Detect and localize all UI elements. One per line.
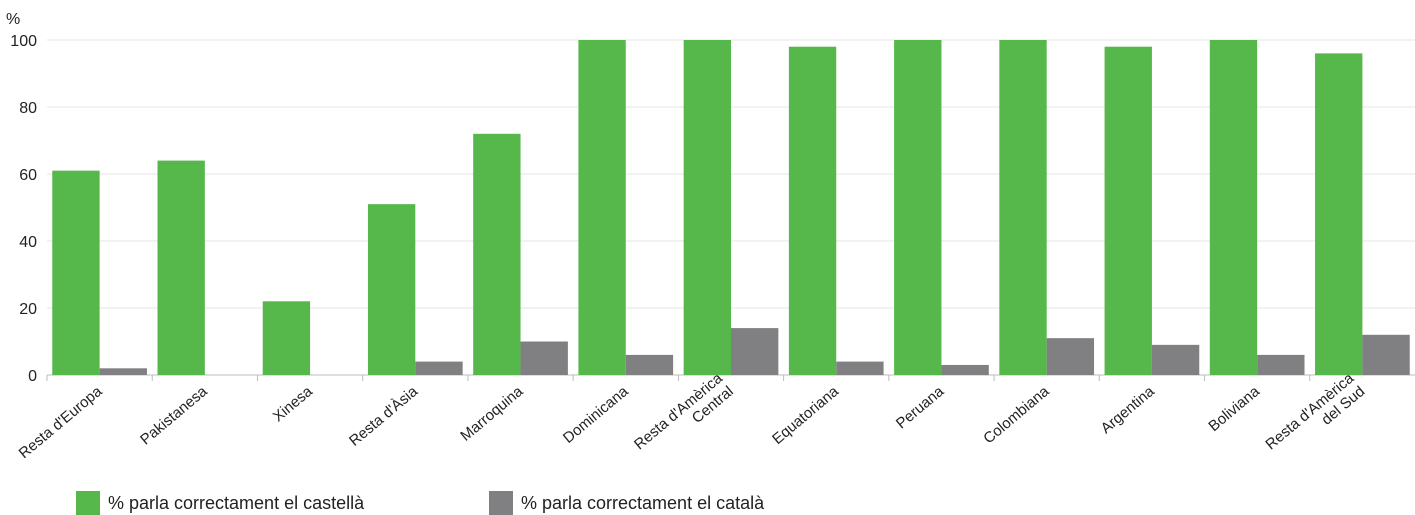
- y-axis-unit-label: %: [6, 11, 20, 28]
- x-category-label-line: Dominicana: [560, 382, 632, 446]
- x-category-label-line: Marroquina: [457, 382, 527, 444]
- x-category-label: Colombiana: [980, 382, 1053, 447]
- y-tick-label: 80: [19, 100, 37, 117]
- bar-castella: [367, 204, 416, 375]
- legend-label-catala: % parla correctament el català: [521, 493, 765, 513]
- bar-catala: [99, 368, 147, 375]
- bar-castella: [999, 40, 1047, 375]
- bar-catala: [520, 341, 568, 375]
- x-category-label: Equatoriana: [769, 382, 842, 447]
- x-axis: Resta d'Europa Pakistanesa Xinesa Resta d'À…: [16, 369, 1369, 466]
- bar-castella: [683, 40, 731, 375]
- y-tick-label: 100: [10, 33, 37, 50]
- bar-castella: [157, 160, 205, 375]
- y-tick-label: 0: [28, 368, 37, 385]
- x-category-label: Resta d'AmèricaCentral: [631, 369, 737, 466]
- y-tick-label: 40: [19, 234, 37, 251]
- x-category-label: Pakistanesa: [137, 382, 211, 448]
- x-category-label-line: Argentina: [1098, 382, 1159, 437]
- x-category-label-line: Boliviana: [1205, 382, 1263, 435]
- bar-catala: [836, 361, 884, 375]
- bar-castella: [894, 40, 942, 375]
- y-tick-label: 60: [19, 167, 37, 184]
- x-category-label-line: Pakistanesa: [137, 382, 211, 448]
- x-category-label-line: Xinesa: [270, 382, 317, 425]
- bar-chart: % 0 20 40 60 80 100 Resta d'Europa Pakistanesa…: [6, 11, 1415, 466]
- x-category-label: Boliviana: [1205, 382, 1263, 435]
- x-category-label: Dominicana: [560, 382, 632, 446]
- x-category-label: Xinesa: [270, 382, 317, 425]
- bar-catala: [415, 361, 463, 375]
- bar-catala: [1046, 338, 1095, 375]
- x-category-label: Resta d'Àsia: [346, 382, 422, 449]
- x-category-label: Peruana: [893, 382, 948, 432]
- bar-castella: [578, 40, 626, 375]
- bar-castella: [52, 170, 100, 375]
- x-category-label-line: Resta d'Àsia: [346, 382, 422, 449]
- x-category-label-line: Colombiana: [980, 382, 1053, 447]
- legend-item-castella: % parla correctament el castellà: [76, 491, 364, 515]
- y-tick-label: 20: [19, 301, 37, 318]
- y-axis: % 0 20 40 60 80 100: [6, 11, 37, 385]
- x-category-label-line: Resta d'Europa: [16, 382, 106, 462]
- bar-catala: [1257, 354, 1305, 375]
- legend-item-catala: % parla correctament el català: [489, 491, 764, 515]
- bar-catala: [941, 364, 989, 375]
- bars: [52, 40, 1410, 376]
- bar-catala: [1151, 344, 1200, 375]
- bar-catala: [625, 354, 674, 375]
- legend-swatch-castella: [76, 491, 100, 515]
- x-category-label: Resta d'Amèricadel Sud: [1262, 369, 1368, 466]
- bar-castella: [1209, 40, 1258, 375]
- bar-castella: [1104, 46, 1152, 375]
- bar-castella: [788, 46, 837, 375]
- legend-label-castella: % parla correctament el castellà: [108, 493, 365, 513]
- legend-swatch-catala: [489, 491, 513, 515]
- bar-castella: [473, 133, 521, 375]
- bar-catala: [1362, 334, 1410, 375]
- x-category-label: Resta d'Europa: [16, 382, 106, 462]
- bar-castella: [1315, 53, 1363, 376]
- x-category-label: Marroquina: [457, 382, 527, 444]
- bar-castella: [262, 301, 311, 375]
- x-category-label-line: Equatoriana: [769, 382, 842, 447]
- x-category-label-line: Peruana: [893, 382, 948, 432]
- bar-catala: [731, 328, 779, 375]
- x-category-label: Argentina: [1098, 382, 1159, 437]
